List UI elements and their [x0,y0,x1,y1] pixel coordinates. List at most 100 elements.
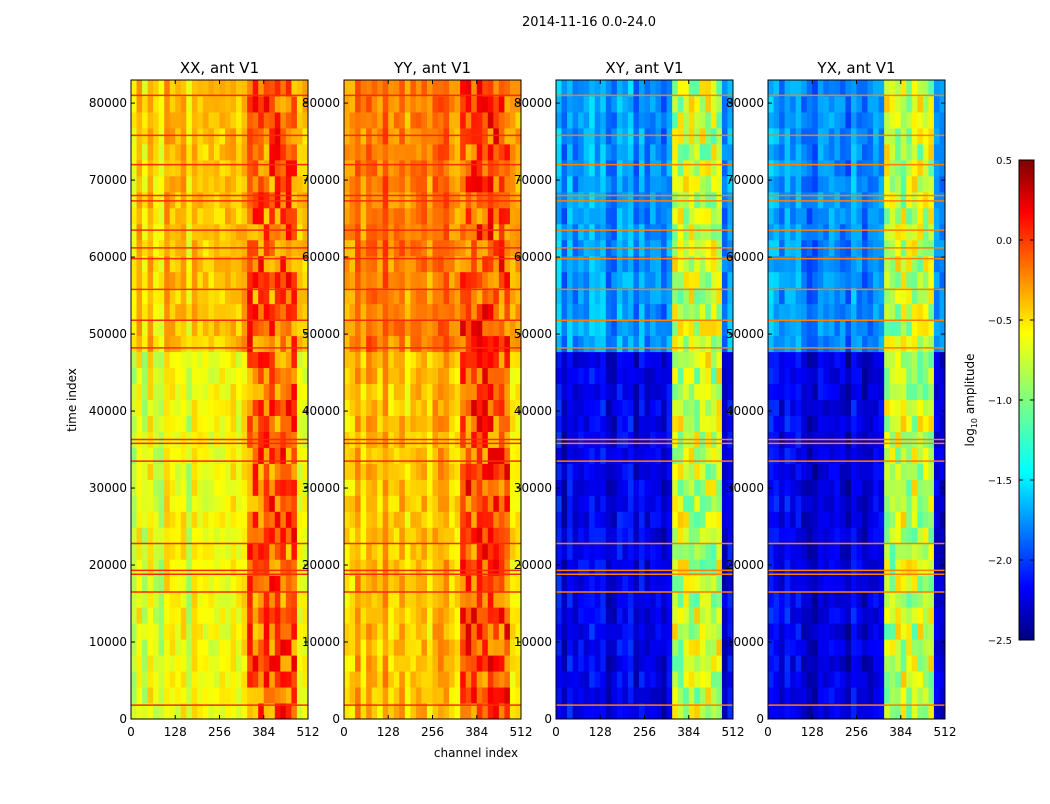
heatmap-cell [562,687,568,703]
heatmap-cell [700,208,706,224]
heatmap-cell [790,368,796,384]
heatmap-cell [186,208,192,224]
heatmap-cell [600,511,606,527]
heatmap-cell [269,272,275,288]
heatmap-cell [460,368,466,384]
heatmap-cell [829,575,835,591]
heatmap-cell [197,543,203,559]
heatmap-cell [394,591,400,607]
heatmap-cell [438,671,444,687]
heatmap-cell [600,80,606,96]
heatmap-cell [606,639,612,655]
heatmap-cell [355,176,361,192]
heatmap-cell [774,511,780,527]
heatmap-cell [394,607,400,623]
heatmap-cell [137,559,143,575]
x-tick-label: 384 [677,725,700,739]
heatmap-cell [383,655,389,671]
heatmap-cell [768,495,774,511]
heatmap-cell [823,687,829,703]
heatmap-cell [488,208,494,224]
heatmap-cell [573,96,579,112]
heatmap-cell [851,352,857,368]
heatmap-cell [890,527,896,543]
heatmap-cell [656,575,662,591]
heatmap-cell [344,463,350,479]
heatmap-cell [556,511,562,527]
heatmap-cell [181,320,187,336]
heatmap-cell [416,415,422,431]
x-tick-label: 384 [252,725,275,739]
heatmap-cell [159,511,165,527]
heatmap-cell [142,304,148,320]
heatmap-cell [650,368,656,384]
heatmap-cell [895,368,901,384]
heatmap-cell [242,368,248,384]
heatmap-cell [711,543,717,559]
heatmap-cell [600,320,606,336]
heatmap-cell [137,96,143,112]
heatmap-cell [203,575,209,591]
heatmap-cell [466,607,472,623]
heatmap-cell [807,655,813,671]
heatmap-cell [460,176,466,192]
heatmap-cell [405,639,411,655]
heatmap-cell [812,160,818,176]
heatmap-cell [493,144,499,160]
heatmap-cell [361,224,367,240]
heatmap-cell [477,527,483,543]
heatmap-cell [573,511,579,527]
heatmap-cell [355,591,361,607]
heatmap-cell [499,575,505,591]
heatmap-cell [645,687,651,703]
heatmap-cell [700,80,706,96]
heatmap-cell [834,352,840,368]
heatmap-cell [192,224,198,240]
heatmap-cell [807,543,813,559]
heatmap-cell [433,415,439,431]
heatmap-cell [683,415,689,431]
heatmap-cell [774,304,780,320]
heatmap-cell [611,320,617,336]
heatmap-cell [595,527,601,543]
y-tick-label: 70000 [302,173,340,187]
heatmap-cell [774,224,780,240]
heatmap-cell [214,112,220,128]
heatmap-cell [405,384,411,400]
heatmap-cell [499,415,505,431]
heatmap-cell [823,368,829,384]
heatmap-cell [208,320,214,336]
heatmap-cell [873,671,879,687]
heatmap-cell [857,607,863,623]
heatmap-cell [768,384,774,400]
heatmap-cell [197,112,203,128]
heatmap-cell [410,320,416,336]
heatmap-cell [258,384,264,400]
heatmap-cell [399,687,405,703]
heatmap-cell [499,607,505,623]
heatmap-cell [834,208,840,224]
heatmap-cell [600,160,606,176]
heatmap-cell [589,527,595,543]
heatmap-cell [361,176,367,192]
heatmap-cell [164,543,170,559]
heatmap-cell [504,687,510,703]
heatmap-cell [611,272,617,288]
heatmap-cell [208,272,214,288]
heatmap-cell [504,304,510,320]
heatmap-cell [366,559,372,575]
heatmap-cell [399,463,405,479]
heatmap-cell [170,639,176,655]
heatmap-cell [862,671,868,687]
heatmap-cell [394,80,400,96]
heatmap-cell [790,559,796,575]
heatmap-cell [493,511,499,527]
heatmap-cell [377,112,383,128]
heatmap-cell [236,607,242,623]
heatmap-cell [142,479,148,495]
heatmap-cell [264,591,270,607]
heatmap-cell [297,208,303,224]
heatmap-cell [818,463,824,479]
heatmap-cell [192,415,198,431]
heatmap-cell [231,112,237,128]
